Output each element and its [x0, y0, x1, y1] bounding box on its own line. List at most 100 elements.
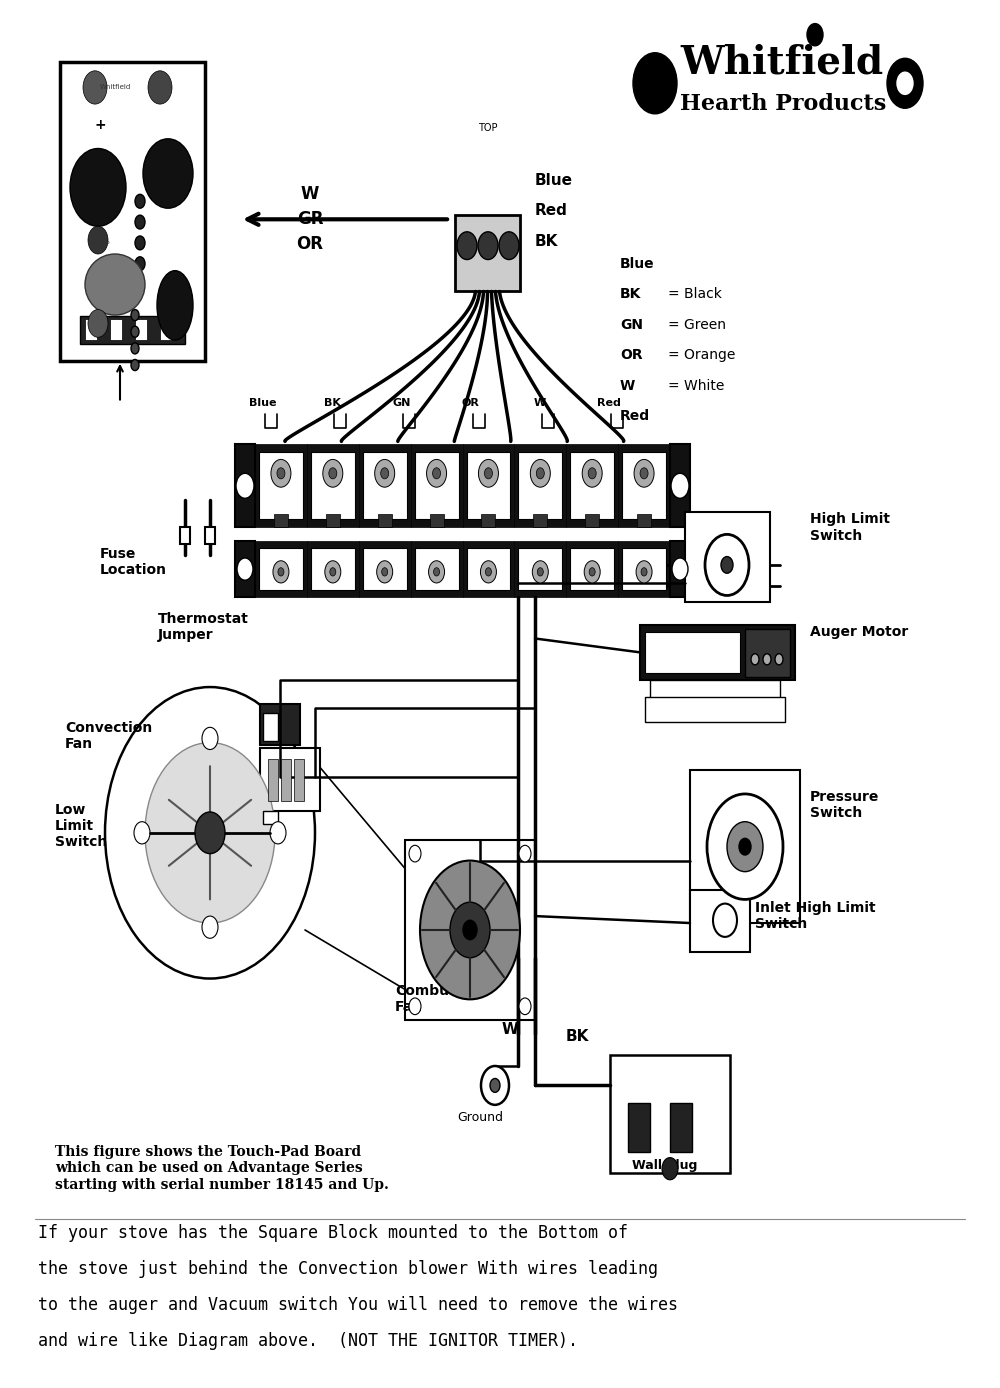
Text: Thermostat
Jumper: Thermostat Jumper [158, 612, 249, 643]
Circle shape [751, 654, 759, 665]
Text: to the auger and Vacuum switch You will need to remove the wires: to the auger and Vacuum switch You will … [38, 1296, 678, 1314]
Circle shape [420, 861, 520, 999]
Text: = White: = White [668, 379, 724, 393]
Circle shape [409, 845, 421, 862]
Circle shape [381, 468, 389, 479]
Bar [622, 548, 666, 590]
Circle shape [463, 920, 477, 940]
Bar [259, 452, 303, 519]
Text: GN: GN [392, 397, 411, 408]
Circle shape [278, 568, 284, 576]
Circle shape [325, 561, 341, 583]
Bar [260, 704, 300, 745]
Text: OR: OR [296, 236, 324, 253]
Bar [411, 444, 462, 527]
Circle shape [721, 557, 733, 573]
Circle shape [433, 468, 441, 479]
Bar [259, 548, 303, 590]
Text: OR: OR [462, 397, 479, 408]
Bar [235, 541, 255, 597]
Circle shape [636, 561, 652, 583]
Circle shape [478, 232, 498, 260]
Circle shape [807, 24, 823, 46]
Circle shape [83, 71, 107, 104]
Bar [466, 548, 510, 590]
Text: W: W [502, 1023, 518, 1037]
Circle shape [640, 468, 648, 479]
Bar [670, 444, 690, 527]
Bar [415, 452, 458, 519]
Circle shape [195, 812, 225, 854]
Bar [255, 541, 307, 597]
Circle shape [490, 1078, 500, 1092]
Bar [363, 548, 407, 590]
Text: High Limit
Switch: High Limit Switch [810, 512, 890, 543]
Text: W: W [534, 397, 546, 408]
Circle shape [135, 215, 145, 229]
Text: BK: BK [324, 397, 341, 408]
Bar [514, 444, 566, 527]
Text: Whitfield: Whitfield [99, 85, 131, 90]
Bar [585, 514, 599, 527]
Bar [462, 444, 514, 527]
Circle shape [537, 568, 543, 576]
Bar [205, 527, 215, 544]
Circle shape [641, 568, 647, 576]
Bar [628, 1103, 650, 1152]
Bar [533, 514, 547, 527]
Bar [637, 514, 651, 527]
Text: +: + [170, 272, 180, 283]
Circle shape [530, 459, 550, 487]
Circle shape [145, 743, 275, 923]
Circle shape [480, 561, 496, 583]
Circle shape [131, 343, 139, 354]
Circle shape [662, 1158, 678, 1180]
Bar [378, 514, 392, 527]
Bar [274, 514, 288, 527]
Circle shape [532, 561, 548, 583]
Bar [640, 625, 795, 680]
Circle shape [277, 468, 285, 479]
Bar [180, 527, 190, 544]
Circle shape [377, 561, 393, 583]
Circle shape [88, 226, 108, 254]
Bar [359, 541, 411, 597]
Text: BK: BK [566, 1030, 589, 1044]
Text: Blue: Blue [535, 174, 573, 187]
Text: +: + [94, 118, 106, 132]
Text: Auger Motor: Auger Motor [810, 625, 908, 638]
Bar [430, 514, 444, 527]
Circle shape [329, 468, 337, 479]
Bar [160, 319, 172, 340]
Bar [455, 215, 520, 291]
Bar [618, 444, 670, 527]
Circle shape [236, 473, 254, 498]
Text: = Green: = Green [668, 318, 726, 332]
Circle shape [134, 822, 150, 844]
Text: W: W [620, 379, 635, 393]
Text: GN: GN [620, 318, 643, 332]
Bar [690, 890, 750, 952]
Bar [110, 319, 122, 340]
Circle shape [536, 468, 544, 479]
Text: Combustion
Fan: Combustion Fan [395, 984, 488, 1015]
Text: and wire like Diagram above.  (NOT THE IGNITOR TIMER).: and wire like Diagram above. (NOT THE IG… [38, 1332, 578, 1351]
Circle shape [478, 459, 498, 487]
Circle shape [323, 459, 343, 487]
Circle shape [135, 194, 145, 208]
Text: off   lo: off lo [90, 240, 110, 246]
Bar [518, 452, 562, 519]
Bar [645, 632, 740, 673]
Circle shape [519, 845, 531, 862]
Bar [260, 748, 320, 811]
Circle shape [88, 310, 108, 337]
Bar [359, 444, 411, 527]
Circle shape [588, 468, 596, 479]
Circle shape [584, 561, 600, 583]
Text: Red: Red [535, 204, 568, 218]
Bar [411, 541, 462, 597]
Circle shape [105, 687, 315, 979]
Circle shape [375, 459, 395, 487]
Bar [311, 452, 355, 519]
Circle shape [135, 257, 145, 271]
